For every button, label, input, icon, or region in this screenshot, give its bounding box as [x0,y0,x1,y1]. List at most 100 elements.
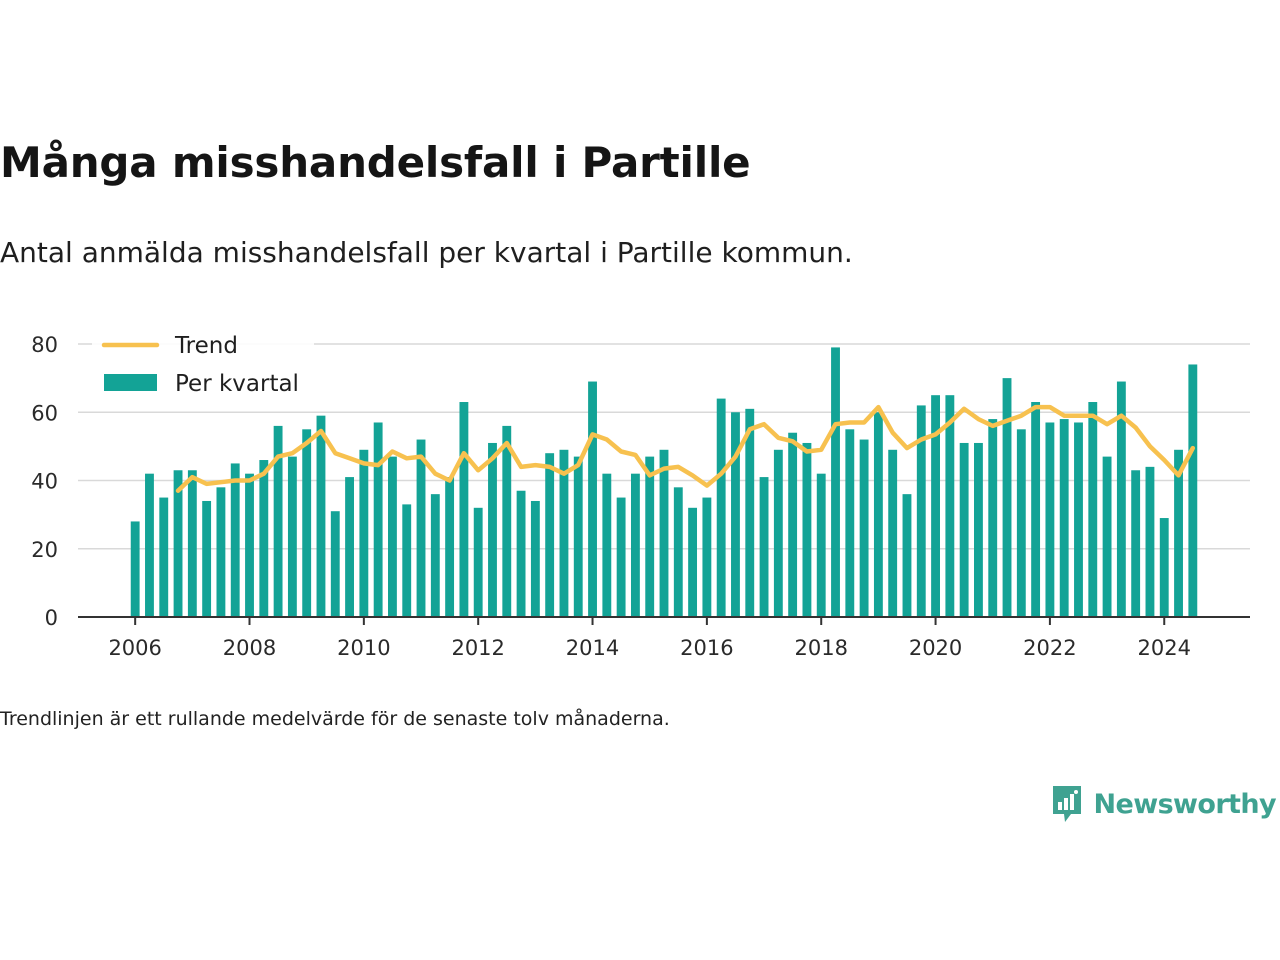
bar [788,432,798,617]
bar [1188,364,1198,617]
bar [245,473,254,617]
bar [345,477,354,617]
bar [773,449,783,617]
bar [216,487,226,617]
x-tick-label: 2012 [451,636,504,660]
bar [630,473,640,617]
bar [445,477,455,617]
brand-name: Newsworthy [1093,788,1277,820]
bar [916,405,926,617]
bar [559,449,569,617]
bar [845,429,855,617]
y-tick-label: 80 [31,333,58,357]
bar [659,449,669,617]
y-axis-ticks: 0 20 40 60 80 [31,333,58,630]
bar [602,473,612,617]
bar [1174,449,1183,617]
x-tick-label: 2020 [909,636,962,660]
bar [1102,456,1112,617]
bar [645,456,655,617]
chart-title: Många misshandelsfall i Partille [0,138,751,187]
footnote: Trendlinjen är ett rullande medelvärde f… [0,708,670,730]
bar [1031,402,1041,617]
x-axis-ticks: 2006 2008 2010 2012 2014 2016 2018 2020 2022 2024 [108,617,1191,660]
bar [859,439,869,617]
x-tick-label: 2022 [1023,636,1076,660]
bar [302,429,312,617]
chart-subtitle: Antal anmälda misshandelsfall per kvarta… [0,236,853,269]
bar [716,398,726,617]
bar [159,497,169,617]
bar [673,487,683,617]
bar [173,470,183,617]
x-tick-label: 2008 [223,636,276,660]
y-tick-label: 40 [31,470,58,494]
newsworthy-logo-icon [1052,786,1081,822]
bar [1045,422,1055,617]
bar [702,497,712,617]
bar [1002,378,1012,617]
trend-line [175,404,1196,493]
bar [1016,429,1026,617]
bar [259,460,269,617]
y-tick-label: 60 [31,401,58,425]
y-tick-label: 20 [31,538,58,562]
bar [430,494,440,617]
bar [516,490,526,617]
legend-bar-swatch [104,374,157,391]
bar [888,449,898,617]
bar [502,425,512,617]
bar-series-per-kvartal [130,347,1198,617]
bar [273,425,283,617]
bar [488,442,497,617]
bar [287,456,297,617]
bar [945,395,955,617]
bar [588,381,597,617]
x-tick-label: 2006 [108,636,161,660]
bar [831,347,840,617]
bar [1116,381,1126,617]
bar [1145,466,1155,617]
bar [573,456,583,617]
legend-background [92,328,314,408]
bar [1088,402,1098,617]
bar [130,521,140,617]
bar [745,408,755,617]
bar [330,511,340,617]
bar [616,497,626,617]
legend: Trend Per kvartal [92,328,314,408]
bar [816,473,826,617]
bar [902,494,912,617]
brand-logo: Newsworthy [1050,784,1277,824]
x-tick-label: 2014 [566,636,619,660]
bar [759,477,769,617]
bar [545,453,555,617]
bar [974,442,983,617]
bar [202,500,212,617]
bar [402,504,412,617]
x-tick-label: 2018 [794,636,847,660]
bar [1074,422,1083,617]
bar [688,507,698,617]
bar [459,402,469,617]
bar [1159,518,1169,617]
bar [1131,470,1141,617]
x-tick-label: 2024 [1138,636,1191,660]
bar [416,439,426,617]
bar [931,395,940,617]
x-tick-label: 2016 [680,636,733,660]
legend-trend-label: Trend [174,333,238,359]
y-tick-label: 0 [45,606,58,630]
x-tick-label: 2010 [337,636,390,660]
bar [230,463,240,617]
bar [731,412,740,617]
bar [388,456,397,617]
bar [187,470,197,617]
bar [373,422,383,617]
bar [316,415,326,617]
bar [1059,419,1069,617]
legend-bar-label: Per kvartal [175,371,299,397]
bar [530,500,540,617]
bar [359,449,369,617]
